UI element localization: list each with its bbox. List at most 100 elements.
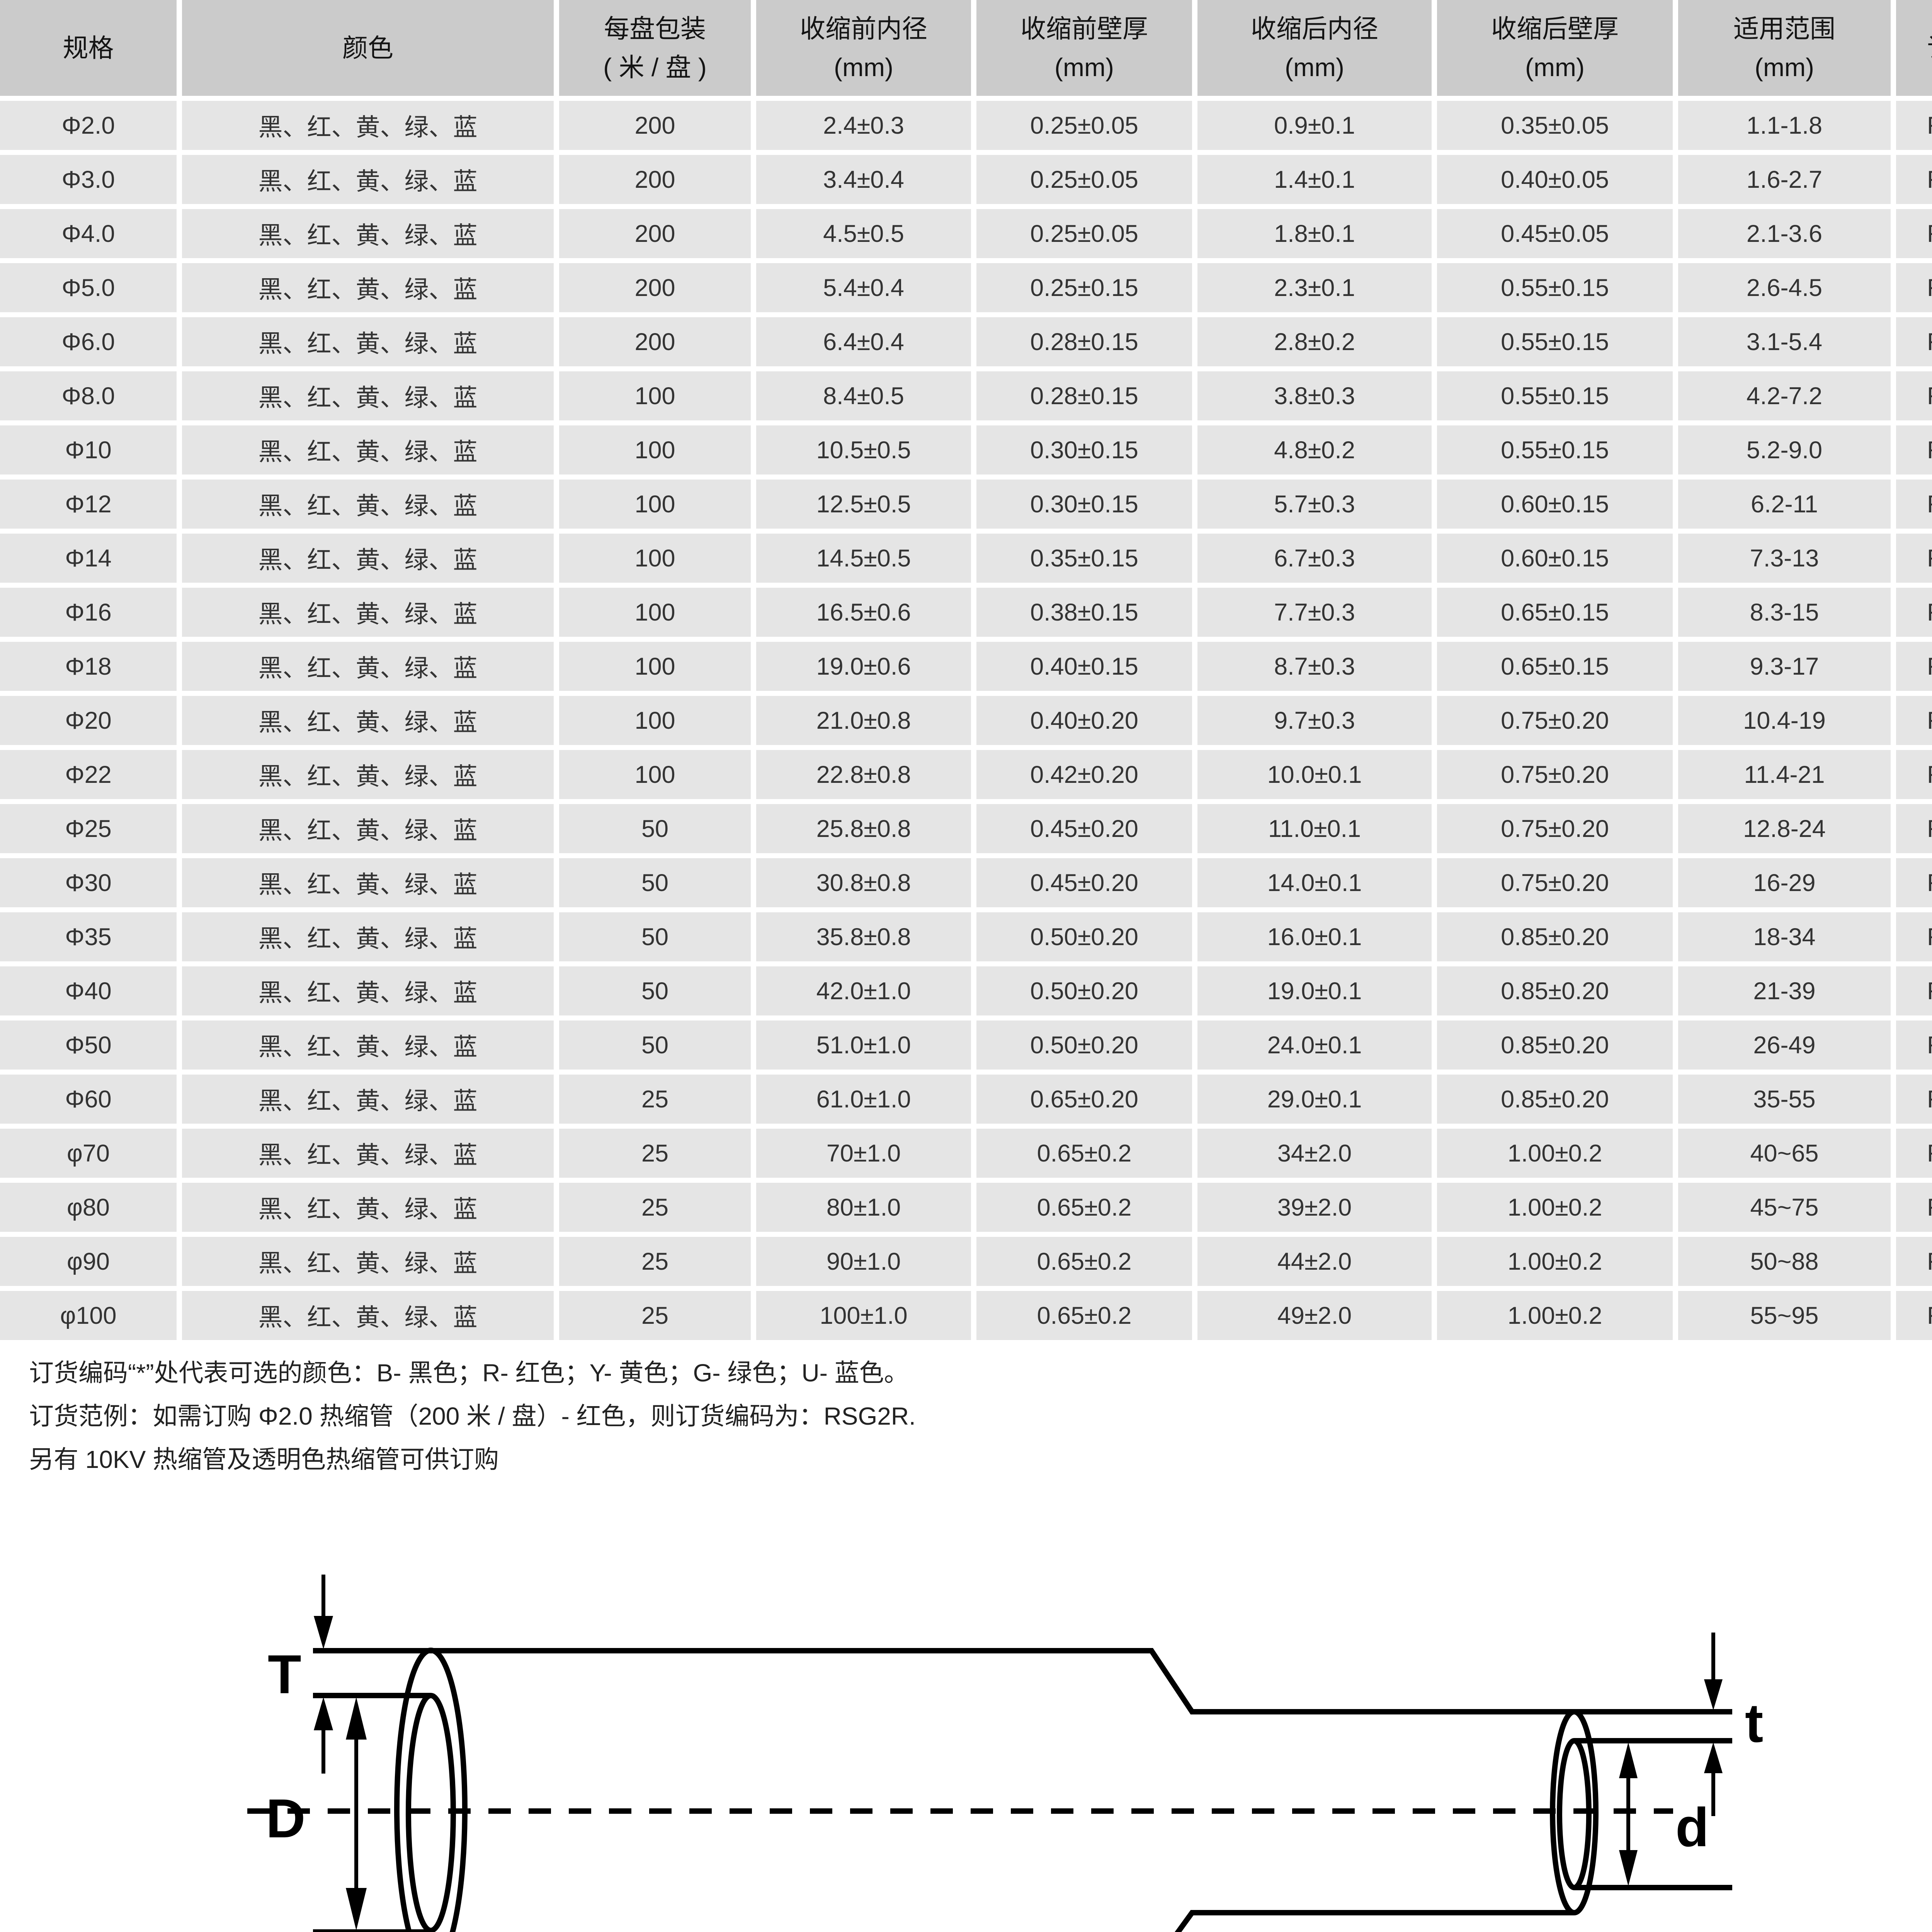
cell: 黑、红、黄、绿、蓝 [182, 425, 559, 480]
cell: 100 [559, 534, 756, 588]
table-row: Φ14 黑、红、黄、绿、蓝 100 14.5±0.5 0.35±0.15 6.7±0.3 0… [0, 534, 1932, 588]
tube-diagram: T D t d [0, 1565, 1932, 1932]
D-arrow-top-head [346, 1697, 367, 1740]
cell: 黑、红、黄、绿、蓝 [182, 1237, 559, 1291]
cell: 0.65±0.15 [1437, 642, 1678, 696]
cell: RSG60*D [1896, 1075, 1932, 1129]
cell: 4.5±0.5 [756, 209, 976, 263]
cell: 10.5±0.5 [756, 425, 976, 480]
cell: 黑、红、黄、绿、蓝 [182, 155, 559, 209]
cell: 30.8±0.8 [756, 858, 976, 912]
cell: 黑、红、黄、绿、蓝 [182, 804, 559, 858]
col-header-wall-after: 收缩后壁厚 (mm) [1437, 0, 1678, 101]
cell: 200 [559, 101, 756, 155]
cell: Φ4.0 [0, 209, 182, 263]
cell: 25 [559, 1291, 756, 1345]
cell: 2.3±0.1 [1197, 263, 1437, 317]
cell: 50 [559, 1020, 756, 1075]
cell: 61.0±1.0 [756, 1075, 976, 1129]
right-tube-inner-ring [1557, 1738, 1592, 1890]
cell: 0.45±0.20 [976, 858, 1197, 912]
table-row: Φ3.0 黑、红、黄、绿、蓝 200 3.4±0.4 0.25±0.05 1.4±0.1 0… [0, 155, 1932, 209]
cell: RSG12*D [1896, 480, 1932, 534]
cell: 0.85±0.20 [1437, 912, 1678, 966]
cell: 90±1.0 [756, 1237, 976, 1291]
note-line-3: 另有 10KV 热缩管及透明色热缩管可供订购 [29, 1446, 499, 1473]
cell: 50 [559, 858, 756, 912]
cell: 0.65±0.2 [976, 1291, 1197, 1345]
cell: RSG10*D [1896, 425, 1932, 480]
cell: 25 [559, 1129, 756, 1183]
cell: 26-49 [1678, 1020, 1896, 1075]
cell: 0.35±0.05 [1437, 101, 1678, 155]
cell: RSG50*D [1896, 1020, 1932, 1075]
table-row: Φ30 黑、红、黄、绿、蓝 50 30.8±0.8 0.45±0.20 14.0±0.1 0… [0, 858, 1932, 912]
table-row: Φ6.0 黑、红、黄、绿、蓝 200 6.4±0.4 0.28±0.15 2.8±0.2 0… [0, 317, 1932, 371]
cell: 黑、红、黄、绿、蓝 [182, 750, 559, 804]
col-header-label: 订货编码 [1927, 29, 1932, 67]
cell: Φ10 [0, 425, 182, 480]
table-row: φ90 黑、红、黄、绿、蓝 25 90±1.0 0.65±0.2 44±2.0 1.00±0… [0, 1237, 1932, 1291]
cell: 0.40±0.05 [1437, 155, 1678, 209]
cell: 18-34 [1678, 912, 1896, 966]
cell: 42.0±1.0 [756, 966, 976, 1020]
cell: 黑、红、黄、绿、蓝 [182, 912, 559, 966]
cell: 2.1-3.6 [1678, 209, 1896, 263]
cell: 0.75±0.20 [1437, 858, 1678, 912]
cell: φ80 [0, 1183, 182, 1237]
cell: 1.8±0.1 [1197, 209, 1437, 263]
cell: Φ40 [0, 966, 182, 1020]
cell: 0.40±0.15 [976, 642, 1197, 696]
cell: 黑、红、黄、绿、蓝 [182, 371, 559, 425]
cell: 1.00±0.2 [1437, 1129, 1678, 1183]
cell: 25 [559, 1237, 756, 1291]
spec-table: 规格 颜色 每盘包装( 米 / 盘 ) 收缩前内径 (mm) 收缩前壁厚 (mm) … [0, 0, 1932, 1345]
cell: Φ30 [0, 858, 182, 912]
cell: 100 [559, 371, 756, 425]
cell: 0.60±0.15 [1437, 480, 1678, 534]
cell: 100 [559, 425, 756, 480]
cell: 21.0±0.8 [756, 696, 976, 750]
spec-table-header: 规格 颜色 每盘包装( 米 / 盘 ) 收缩前内径 (mm) 收缩前壁厚 (mm) … [0, 0, 1932, 101]
col-header-sub: (mm) [1054, 53, 1114, 82]
cell: 45~75 [1678, 1183, 1896, 1237]
t-arrow-down-head [1704, 1679, 1723, 1710]
cell: 3.8±0.3 [1197, 371, 1437, 425]
cell: 14.0±0.1 [1197, 858, 1437, 912]
table-row: Φ8.0 黑、红、黄、绿、蓝 100 8.4±0.5 0.28±0.15 3.8±0.3 0… [0, 371, 1932, 425]
cell: 14.5±0.5 [756, 534, 976, 588]
d-arrow-bottom-head [1619, 1850, 1638, 1886]
cell: 黑、红、黄、绿、蓝 [182, 1075, 559, 1129]
cell: 70±1.0 [756, 1129, 976, 1183]
cell: 55~95 [1678, 1291, 1896, 1345]
col-header-id-after: 收缩后内径 (mm) [1197, 0, 1437, 101]
cell: RSG14*D [1896, 534, 1932, 588]
cell: RSG90*D [1896, 1237, 1932, 1291]
cell: 0.30±0.15 [976, 480, 1197, 534]
cell: RSG6*D [1896, 317, 1932, 371]
cell: RSG20*D [1896, 696, 1932, 750]
cell: 5.2-9.0 [1678, 425, 1896, 480]
cell: 4.8±0.2 [1197, 425, 1437, 480]
cell: 100 [559, 642, 756, 696]
cell: RSG22*D [1896, 750, 1932, 804]
cell: 0.55±0.15 [1437, 263, 1678, 317]
table-row: φ80 黑、红、黄、绿、蓝 25 80±1.0 0.65±0.2 39±2.0 1.00±0… [0, 1183, 1932, 1237]
cell: 50 [559, 966, 756, 1020]
cell: 25 [559, 1183, 756, 1237]
cell: 黑、红、黄、绿、蓝 [182, 588, 559, 642]
cell: 8.3-15 [1678, 588, 1896, 642]
cell: 0.45±0.05 [1437, 209, 1678, 263]
cell: 0.65±0.2 [976, 1183, 1197, 1237]
cell: 0.42±0.20 [976, 750, 1197, 804]
cell: 0.25±0.05 [976, 155, 1197, 209]
cell: 1.00±0.2 [1437, 1183, 1678, 1237]
table-row: Φ4.0 黑、红、黄、绿、蓝 200 4.5±0.5 0.25±0.05 1.8±0.1 0… [0, 209, 1932, 263]
cell: 0.65±0.20 [976, 1075, 1197, 1129]
cell: RSG80*D [1896, 1183, 1932, 1237]
cell: 2.6-4.5 [1678, 263, 1896, 317]
col-header-label: 适用范围 [1733, 14, 1835, 43]
table-row: Φ12 黑、红、黄、绿、蓝 100 12.5±0.5 0.30±0.15 5.7±0.3 0… [0, 480, 1932, 534]
col-header-label: 规格 [63, 34, 114, 62]
cell: 0.55±0.15 [1437, 425, 1678, 480]
